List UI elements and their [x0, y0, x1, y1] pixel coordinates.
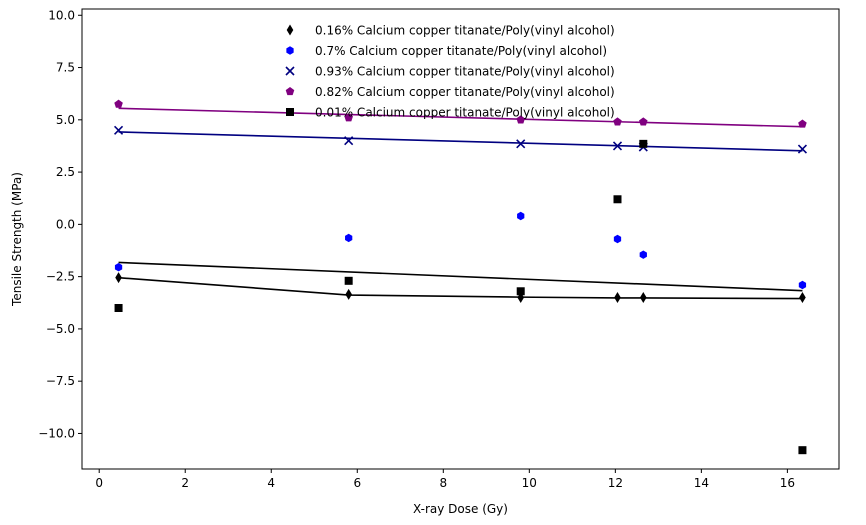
y-tick-label: −5.0 — [46, 322, 75, 336]
fit-line-series-0 — [118, 276, 803, 300]
data-point-series-3 — [516, 115, 525, 124]
data-point-series-1 — [613, 234, 622, 244]
y-tick-label: 10.0 — [48, 8, 75, 22]
data-point-series-0 — [639, 292, 647, 304]
data-point-series-3 — [344, 113, 353, 122]
y-tick-label: 5.0 — [56, 113, 75, 127]
legend-label: 0.93% Calcium copper titanate/Poly(vinyl… — [315, 65, 615, 79]
data-point-series-2 — [612, 141, 623, 151]
legend-label: 0.82% Calcium copper titanate/Poly(vinyl… — [315, 85, 615, 99]
data-point-series-0 — [614, 292, 621, 304]
fit-lines — [118, 107, 803, 300]
x-tick-label: 4 — [267, 476, 275, 490]
data-point-series-4 — [344, 276, 353, 285]
data-point-series-1 — [639, 250, 647, 259]
y-tick-label: −2.5 — [46, 270, 75, 284]
y-axis: −10.0 −7.5 −5.0 −2.5 0.0 2.5 5.0 7.5 10.0 — [38, 8, 82, 440]
legend-marker-series-4 — [286, 108, 294, 116]
x-tick-label: 2 — [181, 476, 189, 490]
fit-line-series-2 — [118, 131, 803, 152]
x-tick-label: 16 — [780, 476, 795, 490]
data-point-series-4 — [798, 446, 807, 455]
data-point-series-1 — [114, 263, 123, 272]
y-tick-label: 0.0 — [56, 217, 75, 231]
y-tick-label: −10.0 — [38, 426, 75, 440]
data-point-series-3 — [639, 117, 648, 126]
data-point-series-4 — [516, 287, 525, 296]
x-axis-label: X-ray Dose (Gy) — [413, 502, 508, 516]
legend-marker-series-0 — [286, 24, 294, 36]
fit-line-series-4 — [118, 261, 803, 292]
data-point-series-2 — [516, 139, 526, 149]
fit-line-series-3 — [118, 107, 803, 128]
x-tick-label: 12 — [608, 476, 623, 490]
data-point-series-2 — [344, 136, 354, 146]
legend-marker-series-3 — [285, 87, 295, 96]
data-point-series-3 — [114, 99, 123, 108]
y-tick-label: −7.5 — [46, 374, 75, 388]
legend-label: 0.16% Calcium copper titanate/Poly(vinyl… — [315, 24, 615, 38]
x-tick-label: 8 — [439, 476, 447, 490]
x-tick-label: 0 — [95, 476, 103, 490]
data-point-series-0 — [345, 288, 352, 300]
data-point-series-0 — [799, 292, 806, 304]
legend-marker-series-1 — [286, 46, 294, 55]
legend-label: 0.7% Calcium copper titanate/Poly(vinyl … — [315, 44, 607, 58]
y-axis-label: Tensile Strength (MPa) — [10, 172, 24, 307]
x-tick-label: 10 — [522, 476, 537, 490]
data-point-series-1 — [798, 280, 807, 290]
data-point-series-1 — [517, 211, 525, 221]
data-point-series-2 — [797, 144, 808, 154]
data-point-series-4 — [639, 139, 648, 148]
x-tick-label: 14 — [694, 476, 709, 490]
y-tick-label: 2.5 — [56, 165, 75, 179]
legend-marker-series-2 — [285, 66, 295, 76]
data-point-series-2 — [113, 125, 124, 135]
y-tick-label: 7.5 — [56, 61, 75, 75]
data-point-series-4 — [613, 195, 622, 204]
data-point-series-4 — [114, 304, 123, 312]
legend: 0.16% Calcium copper titanate/Poly(vinyl… — [285, 24, 615, 120]
plot-frame — [81, 8, 840, 470]
legend-label: 0.01% Calcium copper titanate/Poly(vinyl… — [315, 106, 615, 120]
data-markers — [113, 99, 808, 455]
x-tick-label: 6 — [353, 476, 361, 490]
data-point-series-1 — [345, 233, 353, 243]
data-point-series-3 — [798, 119, 807, 128]
x-axis: 0 2 4 6 8 10 12 14 16 — [95, 469, 795, 490]
data-point-series-3 — [613, 117, 622, 126]
data-point-series-0 — [115, 272, 122, 284]
